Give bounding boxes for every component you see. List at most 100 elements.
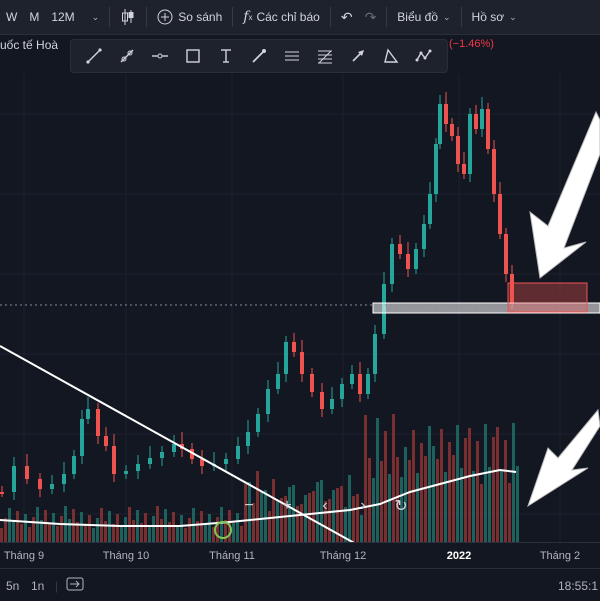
volume-bar — [332, 490, 335, 542]
profile-dropdown[interactable]: Hồ sơ ⌄ — [466, 0, 523, 34]
pattern-tool[interactable] — [413, 45, 435, 67]
bottom-bar: 5n 1n | 18:55:1 — [0, 568, 600, 601]
volume-bar — [288, 487, 291, 542]
candle — [25, 466, 29, 479]
time-axis[interactable]: Tháng 9 Tháng 10 Tháng 11 Tháng 12 2022 … — [0, 542, 600, 569]
volume-bar — [56, 526, 59, 542]
volume-bar — [12, 521, 15, 542]
range-5n-button[interactable]: 5n — [6, 579, 20, 593]
candle — [246, 432, 250, 446]
arrow-tool[interactable] — [347, 45, 369, 67]
scroll-right-button[interactable]: › — [360, 497, 366, 514]
compare-button[interactable]: So sánh — [151, 0, 228, 34]
interval-m-button[interactable]: M — [29, 10, 40, 24]
candle-style-button[interactable] — [114, 0, 142, 34]
candle — [62, 474, 66, 484]
volume-bar — [432, 446, 435, 542]
add-circle-icon — [157, 9, 173, 25]
volume-bar — [224, 520, 227, 542]
volume-bar — [504, 440, 507, 542]
undo-button[interactable]: ↶ — [335, 0, 359, 34]
white-arrow-upper — [529, 110, 600, 279]
volume-bar — [184, 528, 187, 542]
candlestick-series — [0, 92, 514, 500]
fib-tool[interactable] — [314, 45, 336, 67]
bottom-divider: | — [55, 579, 59, 593]
arrow-up-icon — [352, 50, 365, 62]
candle — [320, 392, 324, 409]
volume-bar — [160, 519, 163, 542]
hlines-icon — [285, 51, 299, 61]
volume-bar — [484, 424, 487, 542]
volume-bar — [368, 458, 371, 542]
candle — [422, 224, 426, 249]
interval-12m-button[interactable]: 12M — [51, 10, 75, 24]
reset-chart-button[interactable]: ↻ — [394, 498, 408, 515]
trend-line-tool[interactable] — [83, 45, 105, 67]
red-box[interactable] — [507, 282, 588, 313]
candle — [200, 459, 204, 466]
volume-bar — [452, 455, 455, 542]
range-1n-button[interactable]: 1n — [31, 579, 45, 593]
candle — [444, 104, 448, 124]
volume-bar — [36, 507, 39, 542]
symbol-name[interactable]: uốc tế Hoà — [0, 38, 59, 52]
toolbar-divider — [329, 7, 331, 27]
zoom-in-button[interactable]: + — [282, 497, 292, 514]
rectangle-tool[interactable] — [182, 45, 204, 67]
volume-bar — [284, 496, 287, 542]
trend-line-icon — [85, 48, 102, 64]
undo-icon: ↶ — [340, 8, 353, 25]
candle — [390, 244, 394, 284]
interval-dropdown-button[interactable]: ⌄ — [81, 0, 106, 34]
volume-bar — [376, 418, 379, 542]
zoom-out-button[interactable]: − — [244, 497, 254, 514]
volume-bar — [296, 506, 299, 542]
volume-bar — [292, 485, 295, 542]
chart-type-label: Biểu đồ — [397, 10, 438, 24]
candle — [438, 104, 442, 144]
interval-w-button[interactable]: W — [6, 10, 18, 24]
volume-bar — [44, 510, 47, 542]
volume-bar — [16, 511, 19, 542]
horizontal-ray-tool[interactable] — [149, 45, 171, 67]
volume-bar — [516, 466, 519, 542]
redo-button[interactable]: ↷ — [359, 0, 383, 34]
candle — [474, 114, 478, 129]
volume-bar — [256, 471, 259, 542]
descending-trendline[interactable] — [0, 345, 356, 542]
chart-type-dropdown[interactable]: Biểu đồ ⌄ — [391, 0, 456, 34]
candle — [310, 374, 314, 392]
volume-bar — [268, 511, 271, 542]
green-circle-marker[interactable] — [214, 521, 232, 539]
rectangle-icon — [186, 49, 200, 63]
volume-bar — [176, 525, 179, 542]
candle — [104, 436, 108, 446]
volume-bar — [412, 430, 415, 542]
support-zone[interactable] — [372, 302, 600, 314]
volume-bar — [328, 499, 331, 542]
candle — [406, 254, 410, 269]
ray-tool[interactable] — [116, 45, 138, 67]
volume-bar — [500, 470, 503, 542]
scroll-left-button[interactable]: ‹ — [322, 497, 328, 514]
triangle-tool[interactable] — [380, 45, 402, 67]
volume-bar — [152, 516, 155, 542]
volume-bar — [300, 504, 303, 542]
horizontal-lines-tool[interactable] — [281, 45, 303, 67]
goto-date-button[interactable] — [66, 576, 84, 595]
volume-bar — [168, 522, 171, 542]
candle — [330, 399, 334, 409]
volume-bar — [220, 507, 223, 542]
price-chart[interactable] — [0, 74, 600, 542]
volume-bar — [124, 517, 127, 542]
volume-bar — [408, 460, 411, 542]
text-tool[interactable] — [215, 45, 237, 67]
volume-bar — [472, 471, 475, 542]
volume-bar — [72, 509, 75, 542]
candle — [12, 466, 16, 492]
volume-bar — [132, 520, 135, 542]
brush-tool[interactable] — [248, 45, 270, 67]
